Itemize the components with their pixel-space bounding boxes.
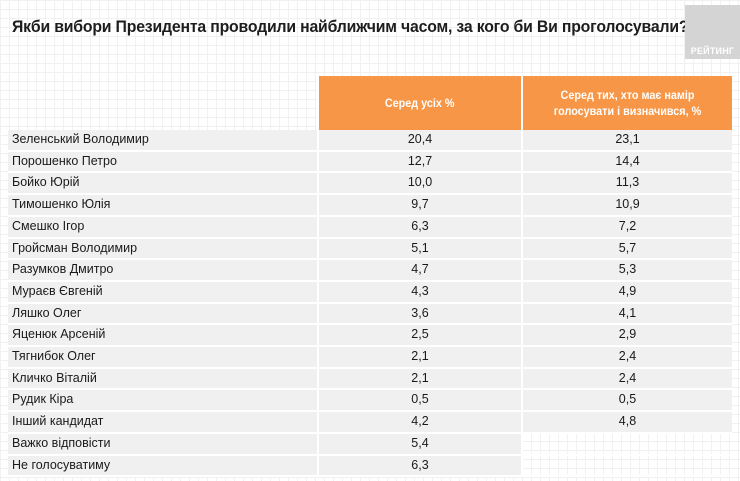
value-all-respondents: 12,7 [317, 150, 522, 174]
value-decided-voters: 4,1 [521, 302, 732, 326]
value-decided-voters [521, 432, 732, 456]
candidate-name: Бойко Юрій [8, 172, 318, 196]
table-row: Порошенко Петро 12,7 14,4 [8, 150, 732, 174]
candidate-name: Гройсман Володимир [8, 237, 318, 261]
value-decided-voters: 2,9 [521, 324, 732, 348]
table-header-row: Серед усіх % Серед тих, хто має намір го… [8, 76, 732, 130]
table-row: Рудик Кіра 0,5 0,5 [8, 389, 732, 413]
value-all-respondents: 2,5 [317, 324, 522, 348]
candidate-name: Тягнибок Олег [8, 346, 318, 369]
value-all-respondents: 20,4 [317, 130, 522, 152]
value-decided-voters: 2,4 [521, 367, 732, 391]
table-row: Важко відповісти 5,4 [8, 432, 732, 456]
candidate-name: Разумков Дмитро [8, 259, 318, 282]
value-decided-voters: 2,4 [521, 346, 732, 369]
poll-results-table: Серед усіх % Серед тих, хто має намір го… [8, 76, 732, 478]
value-all-respondents: 6,3 [317, 215, 522, 239]
candidate-name: Порошенко Петро [8, 150, 318, 174]
value-decided-voters: 11,3 [521, 172, 732, 196]
value-decided-voters: 5,3 [521, 259, 732, 282]
candidate-name: Інший кандидат [8, 411, 318, 434]
value-decided-voters: 0,5 [521, 389, 732, 413]
table-row: Смешко Ігор 6,3 7,2 [8, 215, 732, 239]
candidate-name: Тимошенко Юлія [8, 194, 318, 217]
candidate-name: Зеленський Володимир [8, 130, 318, 152]
candidate-name: Рудик Кіра [8, 389, 318, 413]
candidate-name: Яценюк Арсеній [8, 324, 318, 348]
candidate-name: Кличко Віталій [8, 367, 318, 391]
header-decided-voters: Серед тих, хто має намір голосувати і ви… [521, 76, 732, 130]
table-row: Кличко Віталій 2,1 2,4 [8, 367, 732, 391]
value-decided-voters: 10,9 [521, 194, 732, 217]
table-row: Ляшко Олег 3,6 4,1 [8, 302, 732, 326]
table-row: Тимошенко Юлія 9,7 10,9 [8, 194, 732, 217]
value-all-respondents: 6,3 [317, 454, 522, 478]
table-row: Зеленський Володимир 20,4 23,1 [8, 130, 732, 152]
rating-logo: РЕЙТИНГ [685, 5, 740, 59]
candidate-name: Смешко Ігор [8, 215, 318, 239]
table-row: Мураєв Євгеній 4,3 4,9 [8, 280, 732, 304]
value-decided-voters: 5,7 [521, 237, 732, 261]
table-row: Тягнибок Олег 2,1 2,4 [8, 346, 732, 369]
value-all-respondents: 3,6 [317, 302, 522, 326]
candidate-name: Мураєв Євгеній [8, 280, 318, 304]
table-row: Разумков Дмитро 4,7 5,3 [8, 259, 732, 282]
candidate-name: Важко відповісти [8, 432, 318, 456]
value-all-respondents: 0,5 [317, 389, 522, 413]
table-row: Бойко Юрій 10,0 11,3 [8, 172, 732, 196]
value-decided-voters [521, 454, 732, 478]
value-decided-voters: 7,2 [521, 215, 732, 239]
table-row: Гройсман Володимир 5,1 5,7 [8, 237, 732, 261]
value-all-respondents: 5,1 [317, 237, 522, 261]
page-title: Якби вибори Президента проводили найближ… [12, 17, 689, 36]
value-decided-voters: 14,4 [521, 150, 732, 174]
value-all-respondents: 9,7 [317, 194, 522, 217]
candidate-name: Ляшко Олег [8, 302, 318, 326]
value-all-respondents: 4,2 [317, 411, 522, 434]
value-decided-voters: 4,8 [521, 411, 732, 434]
header-all-respondents: Серед усіх % [317, 76, 522, 130]
value-all-respondents: 2,1 [317, 346, 522, 369]
table-row: Інший кандидат 4,2 4,8 [8, 411, 732, 434]
value-all-respondents: 4,3 [317, 280, 522, 304]
header-blank [8, 76, 318, 130]
table-row: Яценюк Арсеній 2,5 2,9 [8, 324, 732, 348]
value-decided-voters: 23,1 [521, 130, 732, 152]
candidate-name: Не голосуватиму [8, 454, 318, 478]
value-all-respondents: 5,4 [317, 432, 522, 456]
value-all-respondents: 4,7 [317, 259, 522, 282]
table-row: Не голосуватиму 6,3 [8, 454, 732, 478]
value-all-respondents: 2,1 [317, 367, 522, 391]
value-all-respondents: 10,0 [317, 172, 522, 196]
value-decided-voters: 4,9 [521, 280, 732, 304]
